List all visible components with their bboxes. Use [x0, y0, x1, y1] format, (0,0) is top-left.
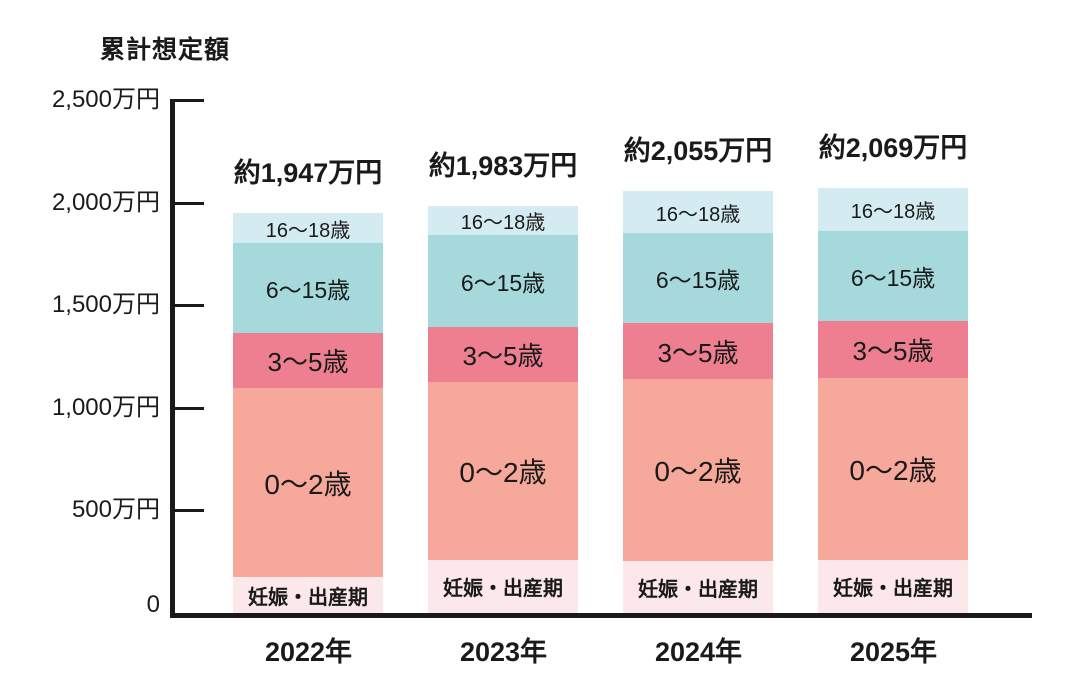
- bar-total-label: 約2,055万円: [623, 136, 773, 167]
- segment-label: 妊娠・出産期: [443, 578, 563, 601]
- segment-label: 0〜2歳: [849, 455, 937, 487]
- y-axis-line: [170, 99, 175, 618]
- bar-total-label: 約2,069万円: [818, 133, 968, 164]
- bar-segment: 3〜5歳: [428, 327, 578, 383]
- bar-segment: 6〜15歳: [818, 230, 968, 322]
- y-axis-tick: [175, 509, 204, 513]
- bar-segment: 妊娠・出産期: [818, 560, 968, 613]
- bar-segment: 妊娠・出産期: [428, 560, 578, 613]
- bar-total-label: 約1,947万円: [233, 158, 383, 189]
- segment-label: 6〜15歳: [265, 276, 351, 303]
- y-axis-tick: [175, 201, 204, 205]
- segment-label: 16〜18歳: [460, 212, 546, 235]
- bar-segment: 0〜2歳: [623, 379, 773, 562]
- x-axis-label: 2022年: [264, 637, 353, 667]
- x-axis-label: 2023年: [459, 637, 548, 667]
- segment-label: 16〜18歳: [655, 203, 741, 226]
- bar-segment: 0〜2歳: [428, 382, 578, 561]
- bar-segment: 3〜5歳: [623, 323, 773, 380]
- bar-segment: 0〜2歳: [818, 378, 968, 561]
- y-axis-tick: [175, 406, 204, 410]
- bar-segment: 妊娠・出産期: [623, 561, 773, 613]
- y-axis-title: 累計想定額: [100, 36, 231, 64]
- bar-total-label: 約1,983万円: [428, 151, 578, 182]
- bar-segment: 6〜15歳: [428, 235, 578, 328]
- bar-segment: 16〜18歳: [623, 191, 773, 233]
- bar-segment: 3〜5歳: [818, 321, 968, 379]
- segment-label: 16〜18歳: [850, 201, 936, 224]
- segment-label: 6〜15歳: [850, 265, 936, 292]
- y-tick-label: 2,500万円: [51, 86, 160, 113]
- y-axis-tick: [175, 99, 204, 102]
- segment-label: 3〜5歳: [657, 337, 739, 368]
- x-axis-label: 2025年: [849, 637, 938, 667]
- y-tick-label: 1,500万円: [51, 291, 160, 319]
- y-tick-label: 1,000万円: [51, 393, 160, 421]
- y-tick-label: 500万円: [71, 496, 160, 524]
- segment-label: 妊娠・出産期: [638, 578, 758, 601]
- segment-label: 3〜5歳: [267, 347, 349, 378]
- segment-label: 3〜5歳: [462, 341, 544, 372]
- bar-segment: 0〜2歳: [233, 388, 383, 578]
- segment-label: 妊娠・出産期: [248, 586, 368, 609]
- y-axis-tick: [175, 304, 204, 308]
- y-tick-label: 0: [146, 591, 160, 618]
- x-axis-line: [170, 613, 1032, 618]
- segment-label: 妊娠・出産期: [833, 578, 953, 601]
- segment-label: 16〜18歳: [265, 219, 351, 242]
- bar-segment: 16〜18歳: [818, 188, 968, 231]
- bar-segment: 6〜15歳: [233, 242, 383, 334]
- bar-segment: 16〜18歳: [428, 206, 578, 236]
- segment-label: 0〜2歳: [264, 468, 352, 500]
- segment-label: 6〜15歳: [460, 270, 546, 297]
- y-tick-label: 2,000万円: [51, 188, 160, 216]
- x-axis-label: 2024年: [654, 637, 743, 667]
- bar-segment: 6〜15歳: [623, 232, 773, 324]
- segment-label: 0〜2歳: [654, 456, 742, 488]
- bar-segment: 3〜5歳: [233, 333, 383, 389]
- bar-segment: 16〜18歳: [233, 213, 383, 243]
- segment-label: 3〜5歳: [852, 336, 934, 367]
- segment-label: 6〜15歳: [655, 267, 741, 294]
- segment-label: 0〜2歳: [459, 457, 547, 489]
- bar-segment: 妊娠・出産期: [233, 577, 383, 613]
